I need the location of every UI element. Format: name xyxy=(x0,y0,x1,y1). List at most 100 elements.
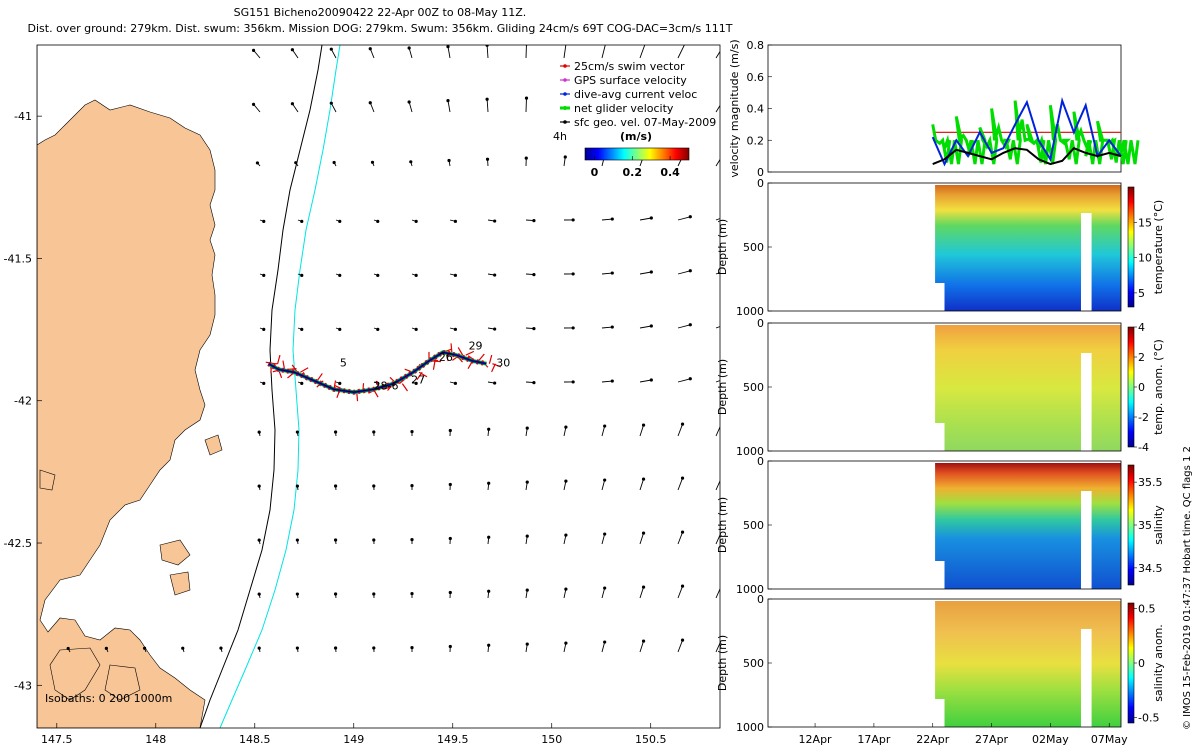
geo-vector xyxy=(715,326,720,329)
salinity-section: 0 500 1000 Depth (m) 34.5 35 35.5 salinity xyxy=(716,455,1165,596)
map-y-tick-label: -41.5 xyxy=(4,252,32,265)
geo-vector xyxy=(563,45,567,59)
geo-vector xyxy=(601,380,613,383)
depth-tick-label: 0 xyxy=(757,593,764,606)
geo-vector xyxy=(639,532,644,545)
map-axes: 147.5 148 148.5 149 149.5 150 150.5 -41 -41.5 -42… xyxy=(4,110,667,746)
geo-vector xyxy=(369,102,375,113)
map-x-tick-label: 148 xyxy=(145,733,166,746)
colorbar-tick-label: 4 xyxy=(1138,321,1145,334)
geo-vector xyxy=(677,423,683,437)
geo-vector-head xyxy=(376,273,380,277)
temperature-section: 0 500 1000 Depth (m) 5 10 15 temperature (°C) xyxy=(716,177,1165,318)
geo-vector xyxy=(601,587,606,599)
geo-vector-head xyxy=(376,219,380,223)
swim-vector xyxy=(431,360,442,363)
depth-tick-label: 500 xyxy=(743,381,764,394)
dive-label: 5 xyxy=(340,357,347,370)
velocity-y-tick-label: 0.6 xyxy=(747,71,765,84)
geo-vector xyxy=(715,50,720,59)
geo-vector-head xyxy=(453,273,458,277)
velocity-y-tick-label: 0 xyxy=(757,166,764,179)
geo-vector xyxy=(677,378,691,383)
geo-vector-head xyxy=(688,269,692,273)
geo-vector-head xyxy=(294,161,298,165)
geo-vector-head xyxy=(255,161,260,165)
depth-tick-label: 500 xyxy=(743,519,764,532)
geo-vector-head xyxy=(407,46,411,50)
geo-vector-head xyxy=(720,476,723,479)
geo-vector-head xyxy=(295,484,299,488)
geo-vector-head xyxy=(485,157,490,161)
time-tick-label: 12Apr xyxy=(799,733,833,746)
colorbar-tick-label: -2 xyxy=(1138,411,1149,424)
geo-vector-head xyxy=(727,322,730,325)
map-y-tick-label: -42 xyxy=(14,395,32,408)
geo-vector xyxy=(677,216,691,221)
map-x-tick-label: 150.5 xyxy=(635,733,667,746)
geo-vector-head xyxy=(290,102,295,106)
geo-vector-head xyxy=(414,273,418,277)
colorbar-tick-label: 5 xyxy=(1138,287,1145,300)
geo-vector-head xyxy=(257,430,261,434)
depth-tick-label: 500 xyxy=(743,657,764,670)
geo-vector xyxy=(601,218,613,221)
geo-vector xyxy=(715,533,720,545)
land-tasmania xyxy=(37,45,216,728)
geo-vector-head xyxy=(493,219,497,223)
geo-vector-head xyxy=(532,272,536,277)
velocity-y-tick-label: 0.2 xyxy=(747,134,765,147)
depth-tick-label: 0 xyxy=(757,317,764,330)
dive-label: 29 xyxy=(469,340,483,353)
geo-vector-head xyxy=(262,219,266,223)
figure-subtitle: Dist. over ground: 279km. Dist. swum: 35… xyxy=(27,22,733,35)
geo-vector xyxy=(601,45,606,59)
colorbar-label: salinity anom. xyxy=(1152,624,1165,702)
series-sfc-geo-vel- xyxy=(932,147,1122,166)
geo-vector-head xyxy=(414,327,418,331)
geo-vector xyxy=(486,45,489,59)
geo-vector-head xyxy=(532,218,536,223)
map-legend: 25cm/s swim vector GPS surface velocity … xyxy=(553,59,716,179)
geo-vector-head xyxy=(641,639,646,643)
legend-net: net glider velocity xyxy=(574,102,674,115)
track-map: 5 26 29 30 27 28-6 147.5 148 148.5 149 149.5 150 15… xyxy=(4,44,730,746)
geo-vector-head xyxy=(649,324,653,328)
geo-vector xyxy=(292,49,299,59)
geo-vector-head xyxy=(564,587,568,591)
depth-tick-label: 1000 xyxy=(736,305,764,318)
geo-vector-head xyxy=(485,45,489,47)
geo-vector-head xyxy=(680,584,685,588)
geo-vector-head xyxy=(532,326,536,331)
geo-vector-head xyxy=(333,646,338,650)
swim-vector xyxy=(465,350,475,356)
geo-vector-head xyxy=(493,273,497,277)
map-x-tick-label: 148.5 xyxy=(239,733,271,746)
map-y-tick-label: -43 xyxy=(14,679,32,692)
temp-anomaly-section: 0 500 1000 Depth (m) -4 -2 0 2 4 temp. anom. (°C) xyxy=(716,317,1165,458)
section-data xyxy=(935,463,1121,589)
depth-tick-label: 0 xyxy=(757,455,764,468)
geo-vector xyxy=(715,425,720,437)
geo-vector-head xyxy=(409,160,413,164)
geo-vector-head xyxy=(610,217,614,221)
geo-vector-head xyxy=(563,155,567,159)
swim-vector xyxy=(418,371,428,378)
copyright-credit: © IMOS 15-Feb-2019 01:47:37 Hobart time.… xyxy=(1182,446,1193,730)
geo-vector-head xyxy=(649,216,653,220)
geo-vector-head xyxy=(727,214,730,217)
geo-vector-head xyxy=(525,480,529,484)
colorbar-tick-label: 15 xyxy=(1138,216,1152,229)
colorbar-label: temp. anom. (°C) xyxy=(1152,339,1165,435)
geo-vector xyxy=(601,326,613,329)
geo-vector-head xyxy=(487,643,491,647)
geo-vector-head xyxy=(257,484,261,488)
geo-vector-head xyxy=(532,380,536,385)
section-colorbar xyxy=(1127,326,1135,448)
colorbar-tick-label: 0.5 xyxy=(1138,602,1156,615)
geo-vector-head xyxy=(338,219,342,223)
velocity-ylabel: velocity magnitude (m/s) xyxy=(728,39,741,177)
geo-vector-head xyxy=(453,381,458,385)
geo-vector-head xyxy=(603,478,607,482)
